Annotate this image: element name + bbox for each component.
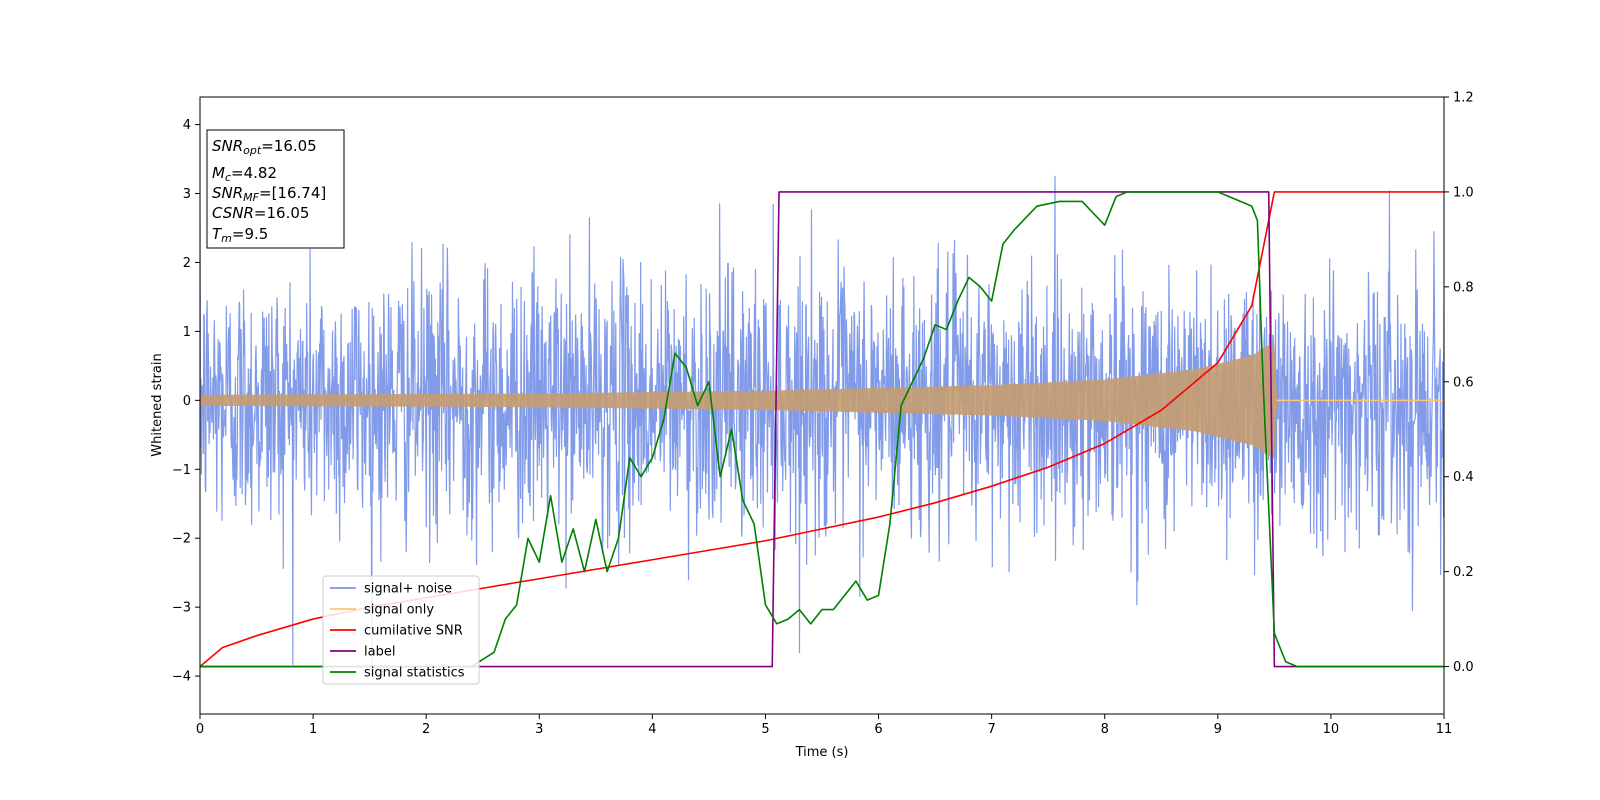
y-tick-label: 4 xyxy=(183,118,191,133)
y2-tick-label: 0.6 xyxy=(1453,375,1474,390)
y2-tick-label: 0.2 xyxy=(1453,565,1474,580)
plot-frame xyxy=(199,96,1445,715)
x-tick-label: 2 xyxy=(422,722,430,737)
series-signal-statistics xyxy=(200,191,1444,668)
y-tick-label: 1 xyxy=(183,325,191,340)
x-tick-label: 0 xyxy=(196,722,204,737)
y-tick-label: −4 xyxy=(172,670,191,685)
info-box: SNRopt=16.05 Mc=4.82 SNRMF=[16.74] CSNR=… xyxy=(206,129,345,249)
legend: signal+ noise signal only cumilative SNR la… xyxy=(322,575,480,685)
x-tick-label: 11 xyxy=(1436,722,1453,737)
y-tick-label: 0 xyxy=(183,394,191,409)
y2-tick-label: 1.2 xyxy=(1453,91,1474,106)
info-csnr: CSNR=16.05 xyxy=(212,204,309,222)
info-box-frame xyxy=(206,129,345,249)
y-tick-label: −1 xyxy=(172,463,191,478)
x-tick-label: 3 xyxy=(535,722,543,737)
y-tick-label: −2 xyxy=(172,532,191,547)
x-tick-label: 10 xyxy=(1323,722,1340,737)
y-axis-title: Whitened strain xyxy=(150,353,165,456)
y-tick-label: 3 xyxy=(183,187,191,202)
y-tick-label: 2 xyxy=(183,256,191,271)
x-tick-label: 1 xyxy=(309,722,317,737)
legend-label: signal only xyxy=(364,603,434,618)
x-tick-label: 8 xyxy=(1101,722,1109,737)
y2-tick-label: 0.0 xyxy=(1453,660,1474,675)
y-tick-label: −3 xyxy=(172,601,191,616)
x-tick-label: 9 xyxy=(1214,722,1222,737)
legend-label: signal statistics xyxy=(364,666,465,681)
legend-frame xyxy=(322,575,480,685)
info-tm: Tm=9.5 xyxy=(212,225,268,245)
info-mc: Mc=4.82 xyxy=(212,164,277,184)
axes-layer: 0 1 2 3 4 5 6 7 8 9 10 1143210−1−2−3−41.21.00.80.60… xyxy=(172,91,1474,738)
info-snr-opt: SNRopt=16.05 xyxy=(212,137,317,157)
series-signal-only-envelope xyxy=(200,341,1444,459)
info-snr-mf: SNRMF=[16.74] xyxy=(212,184,326,204)
y2-tick-label: 0.8 xyxy=(1453,280,1474,295)
x-tick-label: 6 xyxy=(874,722,882,737)
legend-label: cumilative SNR xyxy=(364,624,463,639)
x-tick-label: 5 xyxy=(761,722,769,737)
x-tick-label: 4 xyxy=(648,722,656,737)
legend-label: label xyxy=(364,645,395,660)
x-axis-title: Time (s) xyxy=(795,745,849,760)
y2-tick-label: 1.0 xyxy=(1453,185,1474,200)
y2-tick-label: 0.4 xyxy=(1453,470,1474,485)
x-tick-label: 7 xyxy=(987,722,995,737)
legend-label: signal+ noise xyxy=(364,582,452,597)
